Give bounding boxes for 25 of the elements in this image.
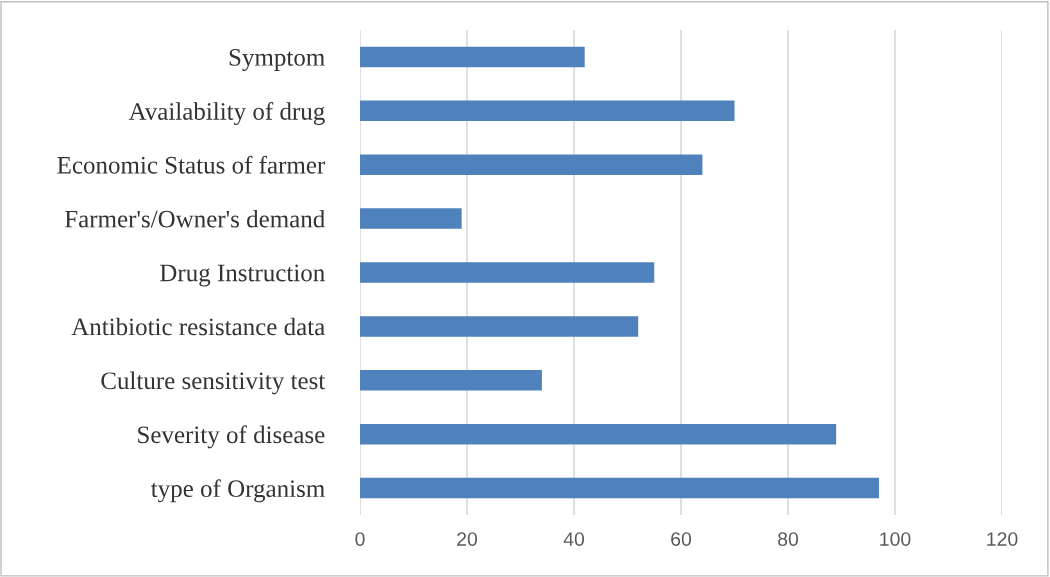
y-tick-label: type of Organism bbox=[151, 479, 325, 503]
bar bbox=[360, 100, 735, 122]
bar bbox=[360, 370, 542, 391]
bar bbox=[360, 46, 585, 68]
y-tick-label: Farmer's/Owner's demand bbox=[64, 209, 325, 228]
x-tick-label: 60 bbox=[671, 532, 692, 546]
y-tick-label: Economic Status of farmer bbox=[57, 155, 326, 174]
bar bbox=[360, 316, 639, 337]
x-tick-label: 20 bbox=[457, 532, 478, 546]
y-tick-label: Culture sensitivity test bbox=[101, 371, 326, 395]
bar bbox=[360, 423, 837, 445]
bar bbox=[360, 154, 703, 175]
bar bbox=[360, 262, 655, 283]
x-tick-label: 80 bbox=[778, 532, 799, 546]
x-tick-label: 40 bbox=[563, 532, 585, 546]
bar bbox=[360, 208, 462, 229]
y-tick-label: Severity of disease bbox=[138, 425, 325, 449]
bar bbox=[360, 477, 879, 499]
y-tick-label: Antibiotic resistance data bbox=[71, 317, 325, 336]
y-tick-label: Symptom bbox=[229, 49, 325, 71]
y-tick-label: Drug Instruction bbox=[160, 264, 325, 287]
x-tick-label: 0 bbox=[355, 532, 365, 546]
x-tick-label: 120 bbox=[987, 532, 1018, 546]
x-tick-label: 100 bbox=[880, 532, 911, 546]
y-tick-label: Availability of drug bbox=[128, 102, 325, 126]
